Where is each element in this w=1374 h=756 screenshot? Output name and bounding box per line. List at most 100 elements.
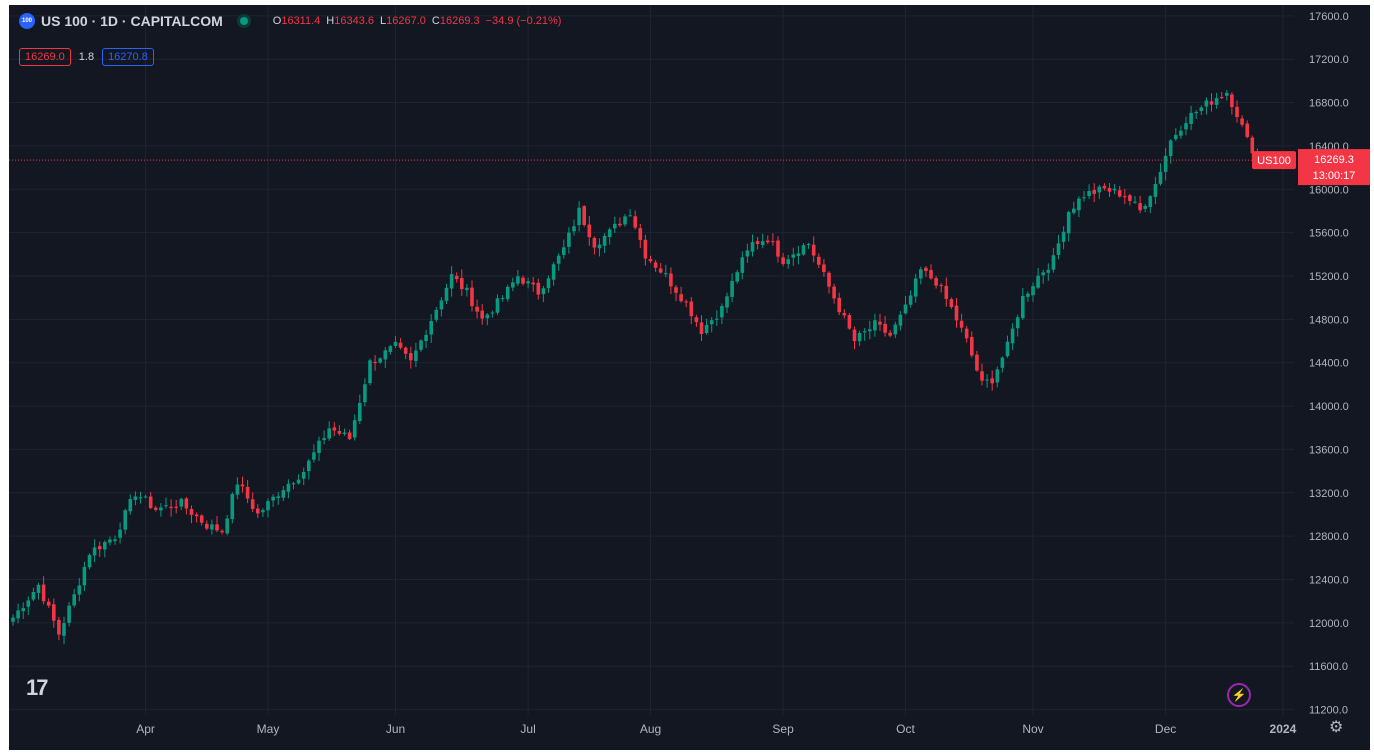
candle-body — [954, 305, 959, 321]
candle-body — [934, 278, 938, 286]
candle-body — [281, 490, 286, 498]
candle-body — [41, 584, 46, 602]
candle-body — [551, 264, 556, 280]
candle-body — [439, 300, 444, 310]
x-tick-label: Nov — [1022, 722, 1043, 736]
candle-body — [97, 546, 102, 550]
y-tick-label: 12800.0 — [1309, 531, 1349, 543]
candle-body — [980, 371, 984, 381]
candle-body — [1097, 186, 1102, 193]
candle-body — [725, 296, 729, 308]
candle-body — [1250, 137, 1255, 154]
candle-body — [521, 277, 525, 284]
high-value: 16343.6 — [334, 15, 374, 27]
candle-body — [1117, 190, 1122, 197]
candle-body — [1010, 328, 1015, 344]
candle-body — [1072, 208, 1076, 213]
candle-body — [832, 286, 836, 299]
y-tick-label: 17600.0 — [1309, 11, 1349, 23]
candle-body — [21, 608, 25, 612]
candle-body — [745, 250, 750, 257]
candle-body — [1036, 275, 1040, 288]
candle-body — [577, 207, 581, 226]
y-tick-label: 13200.0 — [1309, 488, 1349, 500]
candle-body — [368, 360, 372, 384]
candle-body — [1056, 243, 1061, 255]
candle-body — [454, 275, 459, 280]
y-tick-label: 15200.0 — [1309, 271, 1349, 283]
symbol-logo-icon: 100 — [19, 13, 35, 29]
candle-body — [776, 240, 780, 257]
candle-body — [1225, 92, 1229, 96]
lightning-icon[interactable]: ⚡ — [1227, 683, 1251, 707]
candlestick-chart[interactable]: 11200.0 11600.0 12000.0 12400.0 12800.0 13200… — [9, 5, 1370, 750]
candle-body — [582, 206, 586, 226]
candle-body — [1128, 195, 1132, 201]
candle-body — [179, 498, 184, 507]
candle-body — [618, 223, 622, 226]
candle-body — [352, 420, 357, 438]
x-tick-label: Sep — [772, 722, 794, 736]
x-tick-label: Jul — [520, 722, 535, 736]
candle-body — [567, 232, 571, 247]
candle-body — [449, 274, 454, 289]
tradingview-logo[interactable]: 17 — [26, 675, 49, 700]
candle-body — [1153, 184, 1158, 197]
candle-body — [133, 496, 138, 500]
candle-body — [123, 510, 127, 530]
candle-body — [1194, 112, 1198, 114]
candle-body — [929, 269, 933, 279]
candle-body — [760, 241, 765, 245]
candle-body — [434, 309, 439, 320]
candle-body — [256, 508, 260, 514]
settings-gear-icon[interactable]: ⚙ — [1329, 719, 1344, 736]
candle-body — [470, 287, 474, 307]
last-price-label: 16269.3 — [1314, 154, 1354, 166]
candle-body — [358, 402, 362, 422]
candle-body — [720, 306, 724, 318]
candle-body — [1219, 96, 1224, 98]
candle-body — [852, 329, 857, 342]
candle-body — [740, 257, 745, 273]
candle-body — [67, 605, 71, 623]
candle-body — [72, 594, 76, 606]
candle-body — [572, 226, 576, 232]
market-open-indicator — [236, 14, 251, 28]
x-tick-label: Dec — [1155, 722, 1176, 736]
candle-body — [648, 259, 653, 262]
candle-body — [781, 257, 785, 264]
candle-body — [490, 312, 495, 314]
candle-body — [822, 264, 826, 273]
candle-body — [883, 323, 887, 333]
candle-body — [205, 523, 209, 529]
candle-body — [414, 350, 418, 361]
sell-button[interactable]: 16269.0 — [19, 48, 71, 66]
close-value: 16269.3 — [439, 15, 480, 27]
candle-body — [363, 384, 367, 403]
y-tick-label: 17200.0 — [1309, 54, 1349, 66]
candle-body — [444, 287, 449, 301]
candle-body — [827, 272, 831, 287]
candle-body — [1123, 196, 1127, 198]
buy-button[interactable]: 16270.8 — [102, 48, 154, 66]
candle-body — [837, 297, 841, 313]
candle-body — [378, 358, 382, 363]
y-tick-label: 15600.0 — [1309, 228, 1349, 240]
candle-body — [266, 501, 270, 511]
candle-body — [1230, 94, 1234, 108]
symbol-title[interactable]: US 100 · 1D · CAPITALCOM — [41, 13, 223, 29]
candle-body — [1158, 171, 1163, 184]
candle-body — [480, 310, 484, 319]
chart-panel[interactable]: 11200.0 11600.0 12000.0 12400.0 12800.0 13200… — [9, 5, 1370, 750]
candle-body — [291, 483, 296, 485]
candle-body — [1015, 317, 1020, 329]
y-tick-label: 12400.0 — [1309, 575, 1349, 587]
candle-body — [210, 524, 214, 530]
candle-body — [26, 600, 31, 607]
candle-body — [1021, 295, 1025, 319]
y-tick-label: 13600.0 — [1309, 444, 1349, 456]
candle-body — [653, 262, 658, 268]
candle-body — [138, 497, 143, 499]
candle-body — [500, 298, 505, 300]
